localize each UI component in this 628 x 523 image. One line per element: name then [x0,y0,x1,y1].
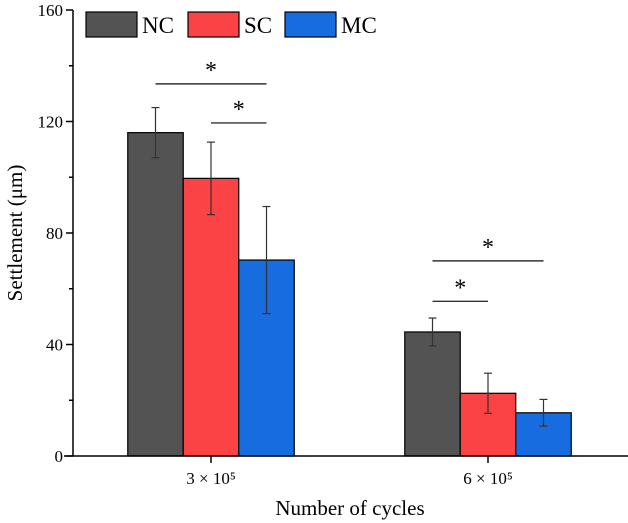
y-tick-label: 120 [38,113,64,132]
legend-swatch [187,11,240,38]
error-bars [151,106,548,427]
axes: 0 40 80 120 160 3 × 10⁵ 6 × 10⁵ [38,1,628,488]
bar-nc [404,331,461,457]
legend-item: SC [187,11,272,38]
significance-star: * [482,235,494,261]
error-bar [207,141,215,216]
legend: NC SC MC [85,11,377,38]
legend-swatch [284,11,337,38]
significance-star: * [233,97,245,123]
legend-swatch [85,11,138,38]
bars [127,132,572,457]
error-bar [151,106,160,159]
x-axis-label: Number of cycles [275,496,424,520]
bar-sc [182,177,240,457]
error-bar [539,398,548,427]
x-tick-label: 6 × 10⁵ [463,469,513,488]
error-bar [484,372,492,414]
y-tick-label: 40 [46,336,63,355]
significance-annotations: * * * * [155,58,544,302]
legend-label: NC [142,13,174,38]
y-axis-label: Settlement (μm) [3,165,27,302]
y-tick-label: 160 [38,1,64,20]
legend-label: SC [244,13,272,38]
x-tick-label: 3 × 10⁵ [186,469,236,488]
bar-nc [127,132,184,457]
significance-star: * [454,275,466,301]
error-bar [428,317,437,347]
legend-item: NC [85,11,174,38]
y-tick-label: 0 [55,447,64,466]
significance-star: * [205,58,217,84]
legend-label: MC [341,13,377,38]
error-bar [262,205,271,315]
legend-item: MC [284,11,377,38]
y-tick-label: 80 [46,224,63,243]
